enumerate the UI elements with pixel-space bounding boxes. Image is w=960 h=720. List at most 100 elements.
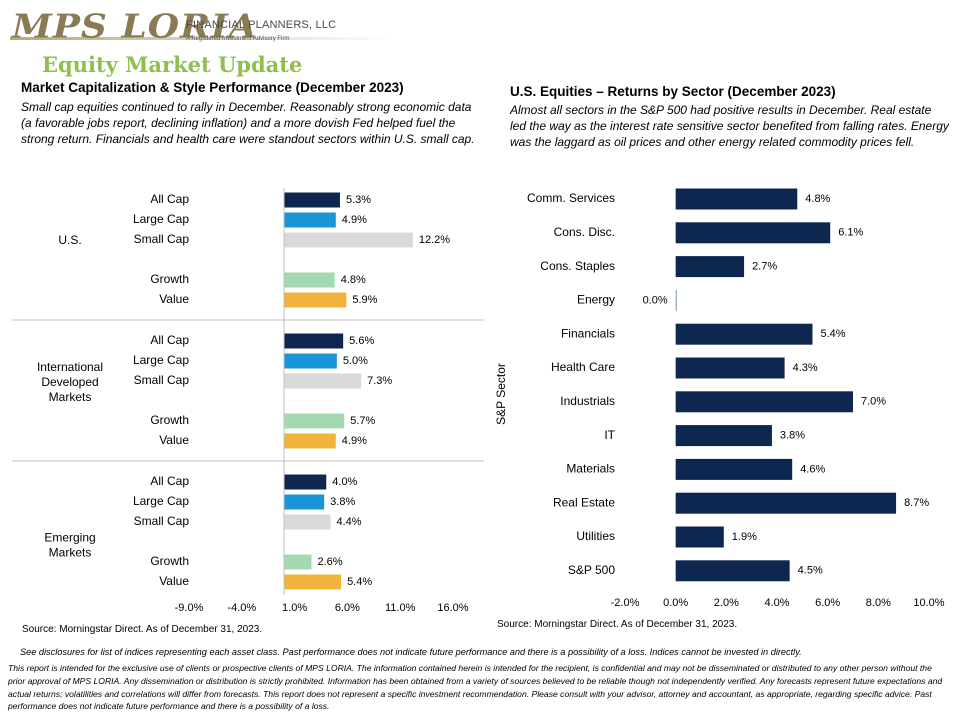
group-emerging-markets-all-cap-bar [284, 474, 327, 490]
x-tick-label: 0.0% [663, 597, 688, 609]
logo-subtitle: FINANCIAL PLANNERS, LLC [186, 19, 337, 31]
x-tick-label: -2.0% [611, 597, 640, 609]
group-international-developed-markets-large-cap-category-label: Large Cap [133, 353, 189, 367]
group-international-developed-markets-small-cap-bar [284, 373, 362, 389]
group-emerging-markets-large-cap-category-label: Large Cap [133, 494, 189, 508]
group-international-developed-markets-small-cap-category-label: Small Cap [134, 373, 190, 387]
sector-materials-bar [675, 458, 793, 480]
sector-cons-disc--label: Cons. Disc. [554, 225, 615, 239]
group-international-developed-markets-value-value-label: 4.9% [342, 435, 367, 447]
sector-s-p-500-value-label: 4.5% [798, 565, 823, 577]
group-international-developed-markets-label: International [37, 360, 103, 374]
sector-real-estate-bar [675, 492, 897, 514]
group-international-developed-markets-value-category-label: Value [159, 433, 189, 447]
sector-cons-disc--value-label: 6.1% [838, 227, 863, 239]
sector-financials-bar [675, 323, 813, 345]
x-tick-label: 4.0% [764, 597, 789, 609]
y-axis-title: S&P Sector [494, 363, 508, 425]
group-u-s--large-cap-category-label: Large Cap [133, 212, 189, 226]
group-u-s--large-cap-value-label: 4.9% [342, 214, 367, 226]
group-emerging-markets-growth-category-label: Growth [150, 554, 189, 568]
group-international-developed-markets-large-cap-bar [284, 353, 337, 369]
group-u-s--value-value-label: 5.9% [352, 294, 377, 306]
x-tick-label: 6.0% [335, 602, 360, 614]
group-u-s--all-cap-category-label: All Cap [150, 192, 189, 206]
x-tick-label: 16.0% [437, 602, 468, 614]
x-tick-label: 1.0% [282, 602, 307, 614]
sector-utilities-label: Utilities [576, 529, 615, 543]
group-emerging-markets-value-value-label: 5.4% [347, 576, 372, 588]
company-logo: MPS LORIA FINANCIAL PLANNERS, LLC A Regi… [10, 6, 430, 56]
group-emerging-markets-label: Markets [49, 546, 92, 560]
market-cap-style-chart: U.S. All Cap 5.3% Large Cap 4.9% Small Cap 12.… [12, 188, 484, 614]
sector-cons-staples-value-label: 2.7% [752, 261, 777, 273]
group-emerging-markets-growth-bar [284, 554, 312, 570]
x-tick-label: -4.0% [227, 602, 256, 614]
logo-tagline: A Registered Investment Advisory Firm [186, 36, 290, 42]
x-tick-label: 6.0% [815, 597, 840, 609]
sector-financials-value-label: 5.4% [820, 328, 845, 340]
group-u-s--all-cap-bar [284, 192, 341, 208]
group-emerging-markets-label: Emerging [44, 531, 95, 545]
group-international-developed-markets-all-cap-value-label: 5.6% [349, 335, 374, 347]
sector-comm-services-label: Comm. Services [527, 191, 615, 205]
sector-energy-bar [675, 289, 677, 311]
sector-health-care-value-label: 4.3% [793, 362, 818, 374]
sector-industrials-label: Industrials [560, 394, 615, 408]
group-u-s--small-cap-value-label: 12.2% [419, 234, 450, 246]
x-tick-label: 2.0% [714, 597, 739, 609]
group-emerging-markets-small-cap-value-label: 4.4% [337, 516, 362, 528]
sector-comm-services-bar [675, 188, 798, 210]
sector-it-bar [675, 425, 772, 447]
group-emerging-markets-small-cap-bar [284, 514, 331, 530]
left-chart-description: Small cap equities continued to rally in… [21, 100, 475, 146]
group-emerging-markets-value-bar [284, 574, 342, 590]
group-international-developed-markets-small-cap-value-label: 7.3% [367, 375, 392, 387]
disclosure-note: See disclosures for list of indices repr… [20, 647, 802, 657]
group-u-s--small-cap-bar [284, 232, 413, 248]
group-international-developed-markets-growth-category-label: Growth [150, 413, 189, 427]
group-international-developed-markets-all-cap-bar [284, 333, 344, 349]
x-tick-label: 11.0% [385, 602, 416, 614]
group-emerging-markets-value-category-label: Value [159, 574, 189, 588]
group-international-developed-markets-growth-bar [284, 413, 345, 429]
group-u-s--value-category-label: Value [159, 292, 189, 306]
sector-s-p-500-bar [675, 560, 790, 582]
right-chart-title: U.S. Equities – Returns by Sector (Decem… [510, 84, 836, 99]
sector-health-care-label: Health Care [551, 360, 615, 374]
group-u-s--growth-category-label: Growth [150, 272, 189, 286]
group-international-developed-markets-all-cap-category-label: All Cap [150, 333, 189, 347]
group-emerging-markets-all-cap-category-label: All Cap [150, 474, 189, 488]
group-international-developed-markets-large-cap-value-label: 5.0% [343, 355, 368, 367]
group-u-s--large-cap-bar [284, 212, 336, 228]
sector-cons-staples-label: Cons. Staples [540, 259, 615, 273]
sector-returns-chart: Comm. Services 4.8% Cons. Disc. 6.1% Cons. S… [494, 188, 945, 609]
sector-industrials-value-label: 7.0% [861, 396, 886, 408]
sector-comm-services-value-label: 4.8% [805, 193, 830, 205]
right-source-note: Source: Morningstar Direct. As of Decemb… [497, 619, 738, 630]
sector-utilities-value-label: 1.9% [732, 531, 757, 543]
group-international-developed-markets-growth-value-label: 5.7% [350, 415, 375, 427]
group-u-s--all-cap-value-label: 5.3% [346, 194, 371, 206]
group-international-developed-markets-label: Developed [41, 375, 98, 389]
sector-utilities-bar [675, 526, 724, 548]
sector-cons-staples-bar [675, 256, 745, 278]
logo-rule [10, 37, 390, 40]
right-chart-description: Almost all sectors in the S&P 500 had po… [510, 103, 949, 149]
sector-s-p-500-label: S&P 500 [568, 563, 615, 577]
sector-real-estate-label: Real Estate [553, 495, 615, 509]
sector-materials-value-label: 4.6% [800, 463, 825, 475]
group-u-s--value-bar [284, 292, 347, 308]
x-tick-label: 10.0% [913, 597, 944, 609]
legal-disclaimer: This report is intended for the exclusiv… [8, 663, 943, 712]
page-title: Equity Market Update [42, 52, 303, 77]
group-international-developed-markets-value-bar [284, 433, 336, 449]
group-u-s--growth-value-label: 4.8% [341, 274, 366, 286]
group-emerging-markets-large-cap-bar [284, 494, 325, 510]
sector-energy-label: Energy [577, 293, 615, 307]
group-u-s--growth-bar [284, 272, 335, 288]
left-chart-title: Market Capitalization & Style Performanc… [21, 80, 404, 95]
x-tick-label: 8.0% [866, 597, 891, 609]
group-emerging-markets-small-cap-category-label: Small Cap [134, 514, 190, 528]
sector-health-care-bar [675, 357, 785, 379]
